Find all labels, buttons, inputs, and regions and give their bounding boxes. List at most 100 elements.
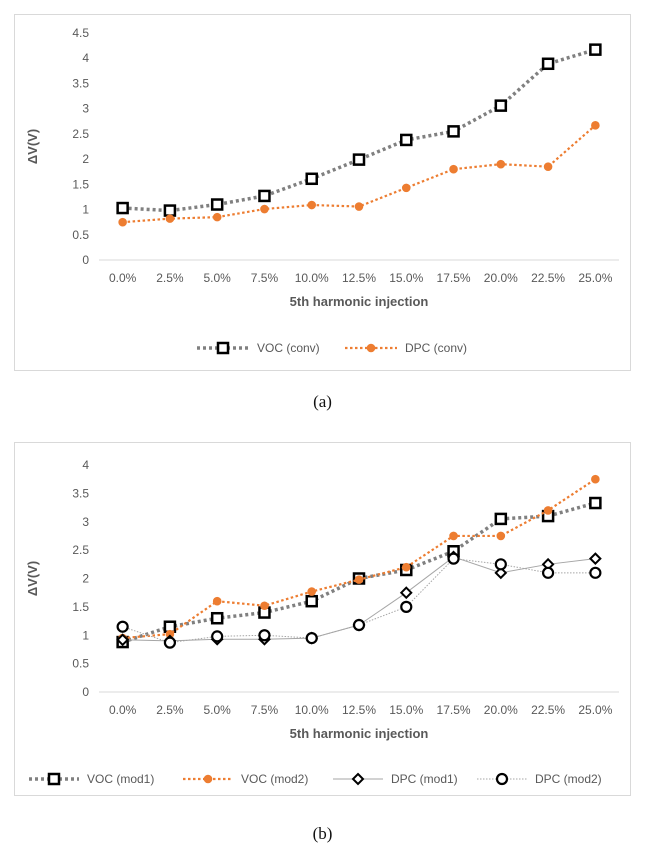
legend-item: VOC (mod1) xyxy=(29,772,154,786)
y-tick-label: 3 xyxy=(82,102,89,116)
data-point xyxy=(305,631,318,645)
x-tick-label: 15.0% xyxy=(389,703,423,717)
data-point xyxy=(591,474,600,484)
data-point xyxy=(260,601,269,611)
data-point xyxy=(305,594,318,608)
x-tick-label: 12.5% xyxy=(342,703,376,717)
data-point xyxy=(258,189,271,203)
y-tick-label: 0.5 xyxy=(72,228,89,242)
legend-item: VOC (conv) xyxy=(197,341,320,355)
x-tick-label: 22.5% xyxy=(531,271,565,285)
data-point xyxy=(399,586,413,600)
chart-b-svg: 0 0.5 1 1.5 2 2.5 3 3.5 4 0.0% 2.5% 5.0% 7.5% 10.0% 12… xyxy=(25,458,619,786)
data-point xyxy=(494,566,508,580)
data-point xyxy=(165,214,175,223)
data-point xyxy=(163,204,177,217)
data-point xyxy=(258,629,271,642)
legend-marker xyxy=(495,772,509,786)
legend-marker xyxy=(351,772,365,786)
data-point xyxy=(496,159,506,169)
data-point xyxy=(449,531,458,541)
x-axis-title: 5th harmonic injection xyxy=(290,294,429,309)
data-point xyxy=(543,162,553,171)
legend-marker xyxy=(47,772,61,786)
y-tick-label: 1 xyxy=(82,203,89,217)
data-point xyxy=(211,630,224,643)
x-axis-title: 5th harmonic injection xyxy=(290,726,429,741)
data-point xyxy=(541,57,555,71)
y-tick-label: 2 xyxy=(82,152,89,166)
series-line xyxy=(122,478,596,640)
x-tick-label: 12.5% xyxy=(342,271,376,285)
data-point xyxy=(589,566,602,579)
series-group xyxy=(116,43,602,217)
data-point xyxy=(352,618,366,632)
data-point xyxy=(401,183,411,193)
y-axis-title: ΔV(V) xyxy=(25,129,40,164)
y-tick-label: 4.5 xyxy=(72,26,89,40)
legend-item: DPC (mod1) xyxy=(333,772,458,786)
data-point xyxy=(401,562,411,572)
data-point xyxy=(449,164,458,174)
legend-label: VOC (mod2) xyxy=(241,772,308,786)
legend-marker xyxy=(203,774,213,784)
y-tick-label: 4 xyxy=(82,51,89,65)
chart-panel-a: 0 0.5 1 1.5 2 2.5 3 3.5 4 4.5 0.0% 2.5% 5.0% 7.5% 10.0… xyxy=(14,14,631,371)
legend-label: DPC (mod1) xyxy=(391,772,458,786)
data-point xyxy=(354,575,364,584)
x-tick-label: 0.0% xyxy=(109,271,137,285)
legend-item: DPC (conv) xyxy=(345,341,467,355)
x-tick-label: 2.5% xyxy=(156,271,184,285)
series-group xyxy=(118,121,600,227)
series-line xyxy=(122,47,596,213)
y-tick-label: 3 xyxy=(82,515,89,529)
y-axis-title: ΔV(V) xyxy=(25,561,40,596)
data-point xyxy=(400,133,413,147)
data-point xyxy=(210,198,224,211)
x-tick-label: 7.5% xyxy=(251,271,279,285)
x-tick-label: 5.0% xyxy=(204,271,232,285)
y-tick-label: 0 xyxy=(82,685,89,699)
legend-item: VOC (mod2) xyxy=(183,772,308,786)
x-tick-label: 17.5% xyxy=(437,271,471,285)
legend-item: DPC (mod2) xyxy=(477,772,602,786)
y-tick-label: 1.5 xyxy=(72,177,89,191)
data-point xyxy=(307,200,317,210)
data-point xyxy=(496,531,506,541)
data-point xyxy=(116,620,129,633)
data-point xyxy=(543,506,553,515)
y-tick-label: 2.5 xyxy=(72,543,89,557)
data-point xyxy=(212,212,222,222)
data-point xyxy=(589,496,602,510)
data-point xyxy=(307,587,317,596)
legend-marker xyxy=(216,341,230,355)
caption-b: (b) xyxy=(312,824,333,843)
x-tick-label: 10.0% xyxy=(295,271,329,285)
x-tick-label: 7.5% xyxy=(251,703,279,717)
data-point xyxy=(400,600,413,613)
y-tick-label: 3.5 xyxy=(72,76,89,90)
data-point xyxy=(588,552,602,566)
series-group xyxy=(118,474,600,643)
caption-a: (a) xyxy=(313,392,332,411)
x-tick-label: 0.0% xyxy=(109,703,137,717)
data-point xyxy=(116,633,130,647)
data-point xyxy=(116,201,129,215)
data-point xyxy=(354,202,364,211)
x-tick-label: 5.0% xyxy=(204,703,232,717)
data-point xyxy=(352,153,366,166)
y-tick-label: 2 xyxy=(82,572,89,586)
data-point xyxy=(494,99,508,112)
data-point xyxy=(163,636,177,649)
x-tick-label: 20.0% xyxy=(484,703,518,717)
x-tick-label: 17.5% xyxy=(437,703,471,717)
data-point xyxy=(212,596,222,606)
data-point xyxy=(494,558,507,571)
y-tick-label: 1.5 xyxy=(72,600,89,614)
y-tick-label: 2.5 xyxy=(72,127,89,141)
y-tick-label: 0 xyxy=(82,253,89,267)
data-point xyxy=(589,43,602,56)
chart-panel-b: 0 0.5 1 1.5 2 2.5 3 3.5 4 0.0% 2.5% 5.0% 7.5% 10.0% 12… xyxy=(14,442,631,796)
chart-a-svg: 0 0.5 1 1.5 2 2.5 3 3.5 4 4.5 0.0% 2.5% 5.0% 7.5% 10.0… xyxy=(25,26,619,355)
x-tick-label: 10.0% xyxy=(295,703,329,717)
